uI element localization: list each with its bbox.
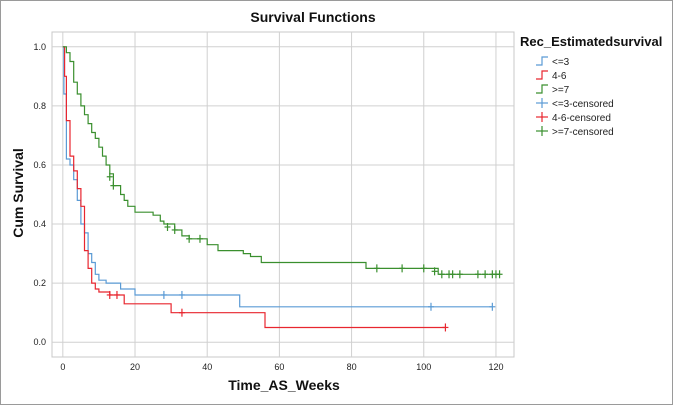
- y-axis-title: Cum Survival: [10, 148, 26, 237]
- legend-swatch: [536, 84, 548, 94]
- legend: <=3 4-6 >=7 <=3-censored 4-6-censored >=7-cen…: [536, 56, 614, 138]
- x-axis-title: Time_AS_Weeks: [228, 377, 340, 393]
- series-line-2: [62, 46, 446, 329]
- legend-label: <=3: [552, 57, 570, 68]
- censored-mark: [442, 323, 449, 332]
- legend-swatch: [536, 56, 548, 66]
- censored-mark: [438, 270, 445, 279]
- censored-mark: [456, 270, 463, 279]
- y-tick-label: 0.8: [33, 101, 46, 111]
- legend-label: >=7-censored: [552, 127, 614, 138]
- censored-mark: [431, 267, 438, 276]
- censored-mark: [449, 270, 456, 279]
- censored-mark: [196, 234, 203, 243]
- legend-item-censored-2: 4-6-censored: [536, 112, 611, 124]
- censored-mark: [113, 290, 120, 299]
- x-tick-label: 60: [274, 362, 284, 372]
- x-tick-label: 120: [488, 362, 503, 372]
- x-tick-label: 20: [130, 362, 140, 372]
- censored-mark: [427, 302, 434, 311]
- censored-mark: [482, 270, 489, 279]
- censored-mark: [110, 181, 117, 190]
- y-tick-label: 0.6: [33, 160, 46, 170]
- censored-mark: [164, 223, 171, 231]
- legend-label: 4-6-censored: [552, 113, 611, 124]
- censored-mark: [178, 308, 185, 317]
- censored-mark: [160, 290, 167, 299]
- legend-label: 4-6: [552, 71, 567, 82]
- legend-title: Rec_Estimatedsurvival: [520, 34, 662, 49]
- x-tick-label: 100: [416, 362, 431, 372]
- censored-mark: [186, 234, 193, 243]
- tick-labels: 0 20 40 60 80 100 120 0.0 0.2 0.4 0.6 0.8 1.0: [33, 42, 503, 372]
- legend-swatch: [536, 70, 548, 80]
- x-tick-label: 0: [60, 362, 65, 372]
- chart-title: Survival Functions: [250, 9, 375, 25]
- censored-mark: [489, 302, 496, 311]
- x-tick-label: 40: [202, 362, 212, 372]
- censored-mark: [171, 225, 178, 234]
- censored-mark: [373, 264, 380, 273]
- legend-item-censored-3: >=7-censored: [536, 126, 614, 138]
- plot-area: [51, 31, 515, 358]
- series-line-3: [62, 46, 500, 275]
- censored-mark: [420, 264, 427, 273]
- censored-mark: [106, 172, 113, 181]
- series-layer: [62, 46, 503, 332]
- x-tick-label: 80: [347, 362, 357, 372]
- legend-label: <=3-censored: [552, 99, 614, 110]
- censored-mark: [106, 290, 113, 299]
- censored-mark: [496, 270, 503, 279]
- y-tick-label: 0.4: [33, 219, 46, 229]
- grid: [52, 32, 514, 357]
- y-tick-label: 0.2: [33, 278, 46, 288]
- legend-item-series-2: 4-6: [536, 70, 567, 82]
- legend-item-series-1: <=3: [536, 56, 570, 68]
- censored-mark: [474, 270, 481, 279]
- censored-mark: [399, 264, 406, 273]
- legend-item-censored-1: <=3-censored: [536, 98, 614, 110]
- y-tick-label: 1.0: [33, 42, 46, 52]
- legend-item-series-3: >=7: [536, 84, 570, 96]
- legend-label: >=7: [552, 85, 570, 96]
- y-tick-label: 0.0: [33, 337, 46, 347]
- censored-mark: [178, 290, 185, 299]
